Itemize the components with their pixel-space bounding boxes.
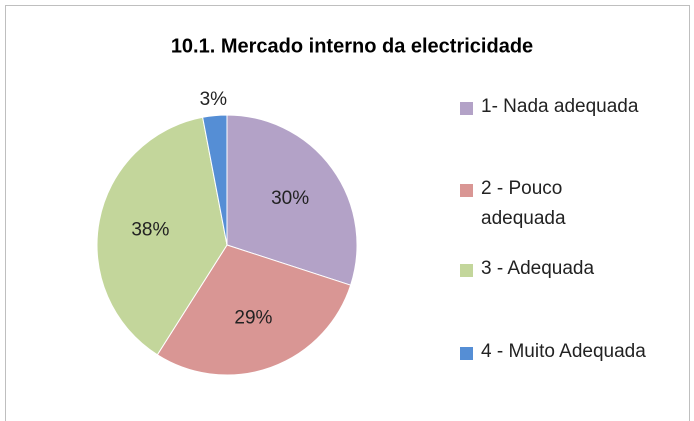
data-label: 3%	[200, 89, 228, 110]
legend-swatch	[460, 347, 473, 360]
data-label: 30%	[271, 188, 309, 209]
legend-label: 1- Nada adequada	[481, 96, 639, 117]
data-label: 29%	[234, 307, 272, 328]
legend-item: 3 - Adequada	[460, 258, 594, 284]
data-label: 38%	[131, 219, 169, 240]
pie-slice	[96, 116, 228, 356]
legend-label: 4 - Muito Adequada	[481, 341, 646, 362]
legend-item: 2 - Pouco adequada	[460, 178, 646, 234]
legend-swatch	[460, 102, 473, 115]
legend-swatch	[460, 184, 473, 197]
legend-swatch	[460, 264, 473, 277]
legend-label: 2 - Pouco adequada	[481, 178, 566, 229]
legend-item: 1- Nada adequada	[460, 96, 638, 122]
pie-slice	[226, 114, 358, 286]
chart-title: 10.1. Mercado interno da electricidade	[171, 35, 533, 57]
pie-slice	[156, 244, 352, 376]
legend-label: 3 - Adequada	[481, 258, 595, 279]
legend-item: 4 - Muito Adequada	[460, 341, 646, 367]
pie-slice	[202, 114, 228, 246]
